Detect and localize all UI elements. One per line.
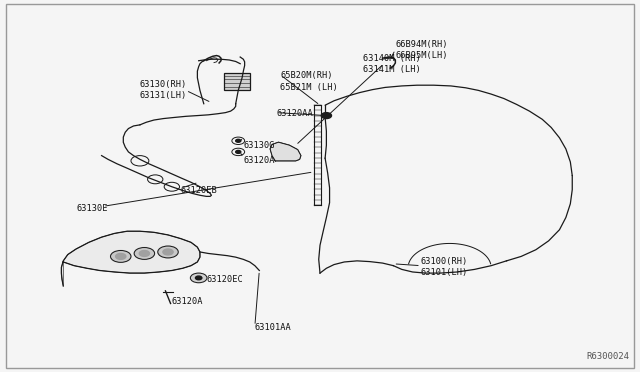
Text: R6300024: R6300024: [587, 352, 630, 361]
Circle shape: [140, 250, 150, 256]
Circle shape: [236, 139, 241, 142]
Polygon shape: [270, 142, 301, 161]
Circle shape: [116, 253, 126, 259]
Text: 63100(RH)
63101(LH): 63100(RH) 63101(LH): [421, 257, 468, 277]
Text: 63120A: 63120A: [243, 156, 275, 165]
Text: 63130G: 63130G: [243, 141, 275, 150]
Text: 63130E: 63130E: [76, 205, 108, 214]
Text: 63101AA: 63101AA: [255, 323, 292, 332]
Circle shape: [321, 113, 332, 119]
Bar: [224, 73, 250, 90]
Circle shape: [195, 276, 202, 280]
Circle shape: [236, 150, 241, 153]
Circle shape: [163, 249, 173, 255]
Circle shape: [134, 247, 155, 259]
Text: 65B20M(RH)
65B21M (LH): 65B20M(RH) 65B21M (LH): [280, 71, 338, 92]
Text: 63140M (RH)
63141M (LH): 63140M (RH) 63141M (LH): [364, 54, 421, 74]
Polygon shape: [61, 231, 200, 286]
Text: 63120A: 63120A: [172, 297, 204, 306]
Text: 63120EB: 63120EB: [180, 186, 218, 195]
Text: 63120AA: 63120AA: [276, 109, 314, 118]
Circle shape: [111, 250, 131, 262]
Circle shape: [158, 246, 178, 258]
Text: 63120EC: 63120EC: [206, 275, 243, 284]
Text: 66B94M(RH)
66B95M(LH): 66B94M(RH) 66B95M(LH): [396, 39, 448, 60]
Circle shape: [190, 273, 207, 283]
Text: 63130(RH)
63131(LH): 63130(RH) 63131(LH): [140, 80, 187, 100]
